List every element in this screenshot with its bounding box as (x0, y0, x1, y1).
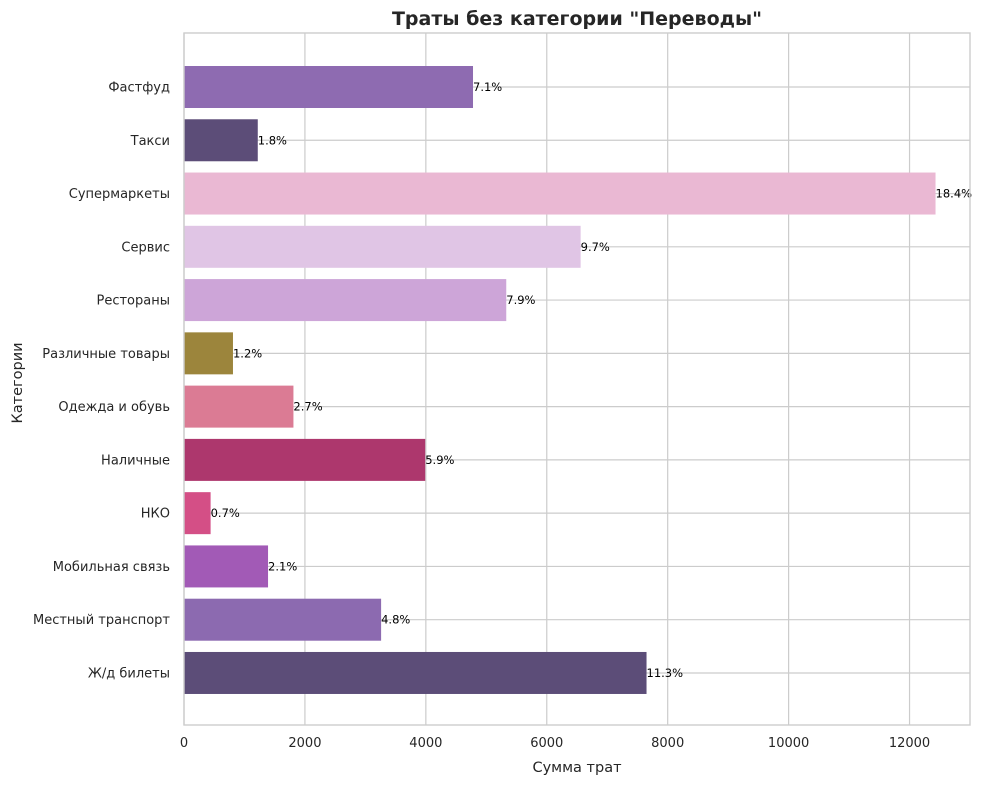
bar-value-label: 5.9% (425, 453, 454, 467)
bar-value-label: 18.4% (936, 187, 973, 201)
bar (184, 66, 474, 108)
x-tick-label: 8000 (651, 736, 684, 751)
y-tick-label: Фастфуд (108, 81, 170, 96)
bar-value-label: 7.1% (473, 80, 502, 94)
bar (184, 119, 258, 162)
x-tick-label: 12000 (889, 736, 930, 751)
y-tick-label: Наличные (101, 453, 170, 468)
y-tick-label: Ж/д билеты (88, 666, 170, 681)
y-tick-label: Супермаркеты (69, 187, 170, 202)
x-tick-label: 6000 (530, 736, 563, 751)
bar (184, 172, 936, 215)
bar (184, 225, 581, 268)
bar-value-label: 2.1% (268, 559, 297, 573)
x-tick-label: 0 (180, 736, 188, 751)
bar (184, 279, 507, 322)
bar (184, 651, 647, 694)
bar (184, 332, 233, 375)
y-axis-label: Категории (10, 342, 26, 423)
y-tick-labels: Фастфуд Такси Супермаркеты Сервис Рестораны Р… (33, 81, 170, 682)
y-tick-label: Одежда и обувь (58, 400, 170, 415)
x-tick-label: 4000 (409, 736, 442, 751)
bars (184, 66, 936, 694)
bar (184, 438, 426, 481)
x-tick-labels: 0 2000 4000 6000 8000 10000 12000 (180, 736, 930, 751)
bar (184, 385, 294, 428)
bar-value-label: 2.7% (293, 400, 322, 414)
chart-title: Траты без категории "Переводы" (392, 8, 762, 30)
bar-value-label: 4.8% (381, 613, 410, 627)
y-tick-label: Рестораны (97, 294, 171, 309)
data-labels: 7.1% 1.8% 18.4% 9.7% 7.9% 1.2% 2.7% 5.9% 0.7% 2.1… (211, 80, 973, 680)
y-tick-label: Различные товары (42, 347, 170, 362)
y-tick-label: Такси (130, 134, 170, 149)
bar (184, 545, 269, 588)
y-tick-label: Мобильная связь (53, 560, 170, 575)
y-tick-label: Местный транспорт (33, 613, 170, 628)
bar-value-label: 11.3% (647, 666, 684, 680)
bar-value-label: 9.7% (581, 240, 610, 254)
y-tick-label: НКО (141, 507, 170, 522)
x-tick-label: 2000 (288, 736, 321, 751)
bar (184, 492, 211, 535)
bar (184, 598, 382, 641)
x-tick-label: 10000 (768, 736, 809, 751)
bar-value-label: 1.8% (258, 133, 287, 147)
bar-value-label: 1.2% (233, 346, 262, 360)
y-tick-label: Сервис (121, 240, 170, 255)
plot-frame (183, 32, 971, 726)
bar-value-label: 0.7% (211, 506, 240, 520)
bar-value-label: 7.9% (506, 293, 535, 307)
x-axis-label: Сумма трат (532, 760, 622, 776)
